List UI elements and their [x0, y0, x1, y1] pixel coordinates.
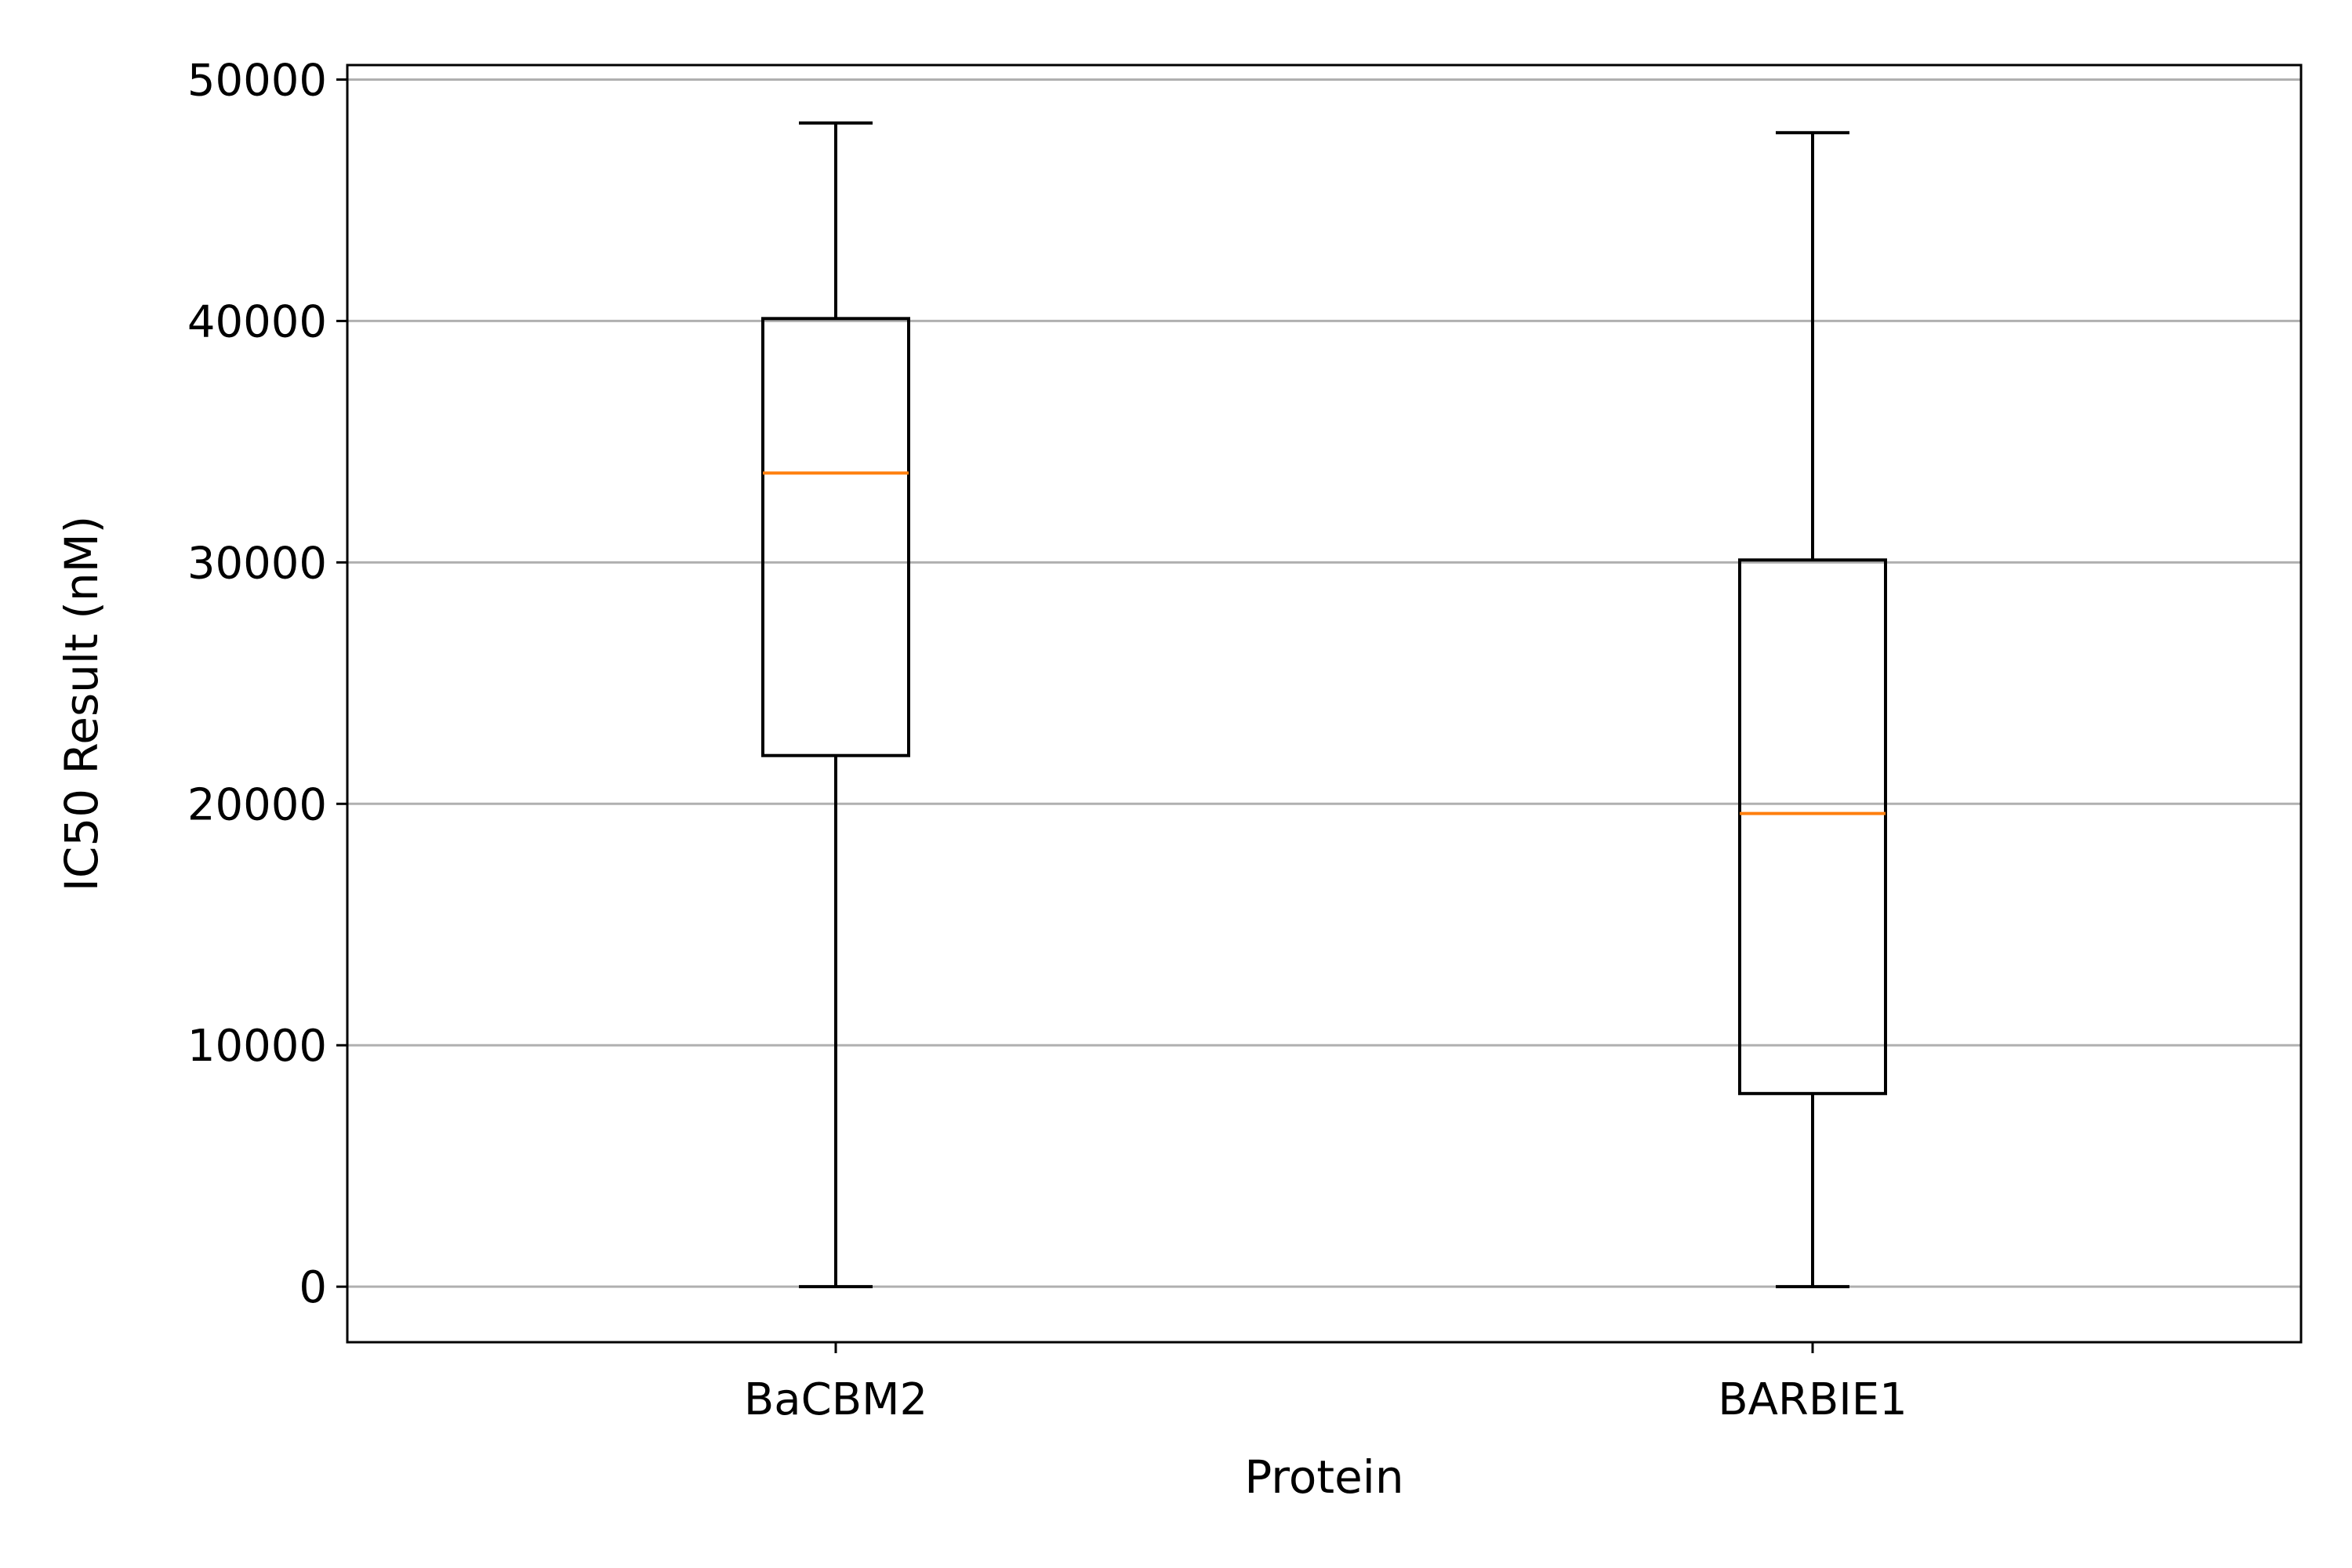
- box-barbie1: [1738, 131, 1887, 1289]
- y-tick-label: 30000: [187, 538, 327, 589]
- plot-frame: [346, 64, 2303, 1344]
- x-axis-label: Protein: [1244, 1450, 1403, 1504]
- box-bacbm2: [761, 121, 910, 1289]
- interquartile-box: [761, 317, 910, 757]
- y-tick-label: 40000: [187, 296, 327, 347]
- y-axis-ticks: 0 10000 20000 30000 40000 50000: [187, 55, 347, 1313]
- y-tick-label: 50000: [187, 55, 327, 106]
- x-tick-label: BARBIE1: [1718, 1374, 1907, 1425]
- boxes: [761, 121, 1887, 1289]
- x-tick-label: BaCBM2: [744, 1374, 927, 1425]
- y-tick-label: 0: [299, 1262, 327, 1313]
- y-tick-label: 10000: [187, 1021, 327, 1072]
- interquartile-box: [1738, 558, 1887, 1095]
- x-axis-ticks: BaCBM2 BARBIE1: [744, 1342, 1907, 1425]
- y-axis-label: IC50 Result (nM): [55, 516, 108, 892]
- gridlines: [347, 78, 2301, 1288]
- y-tick-label: 20000: [187, 779, 327, 830]
